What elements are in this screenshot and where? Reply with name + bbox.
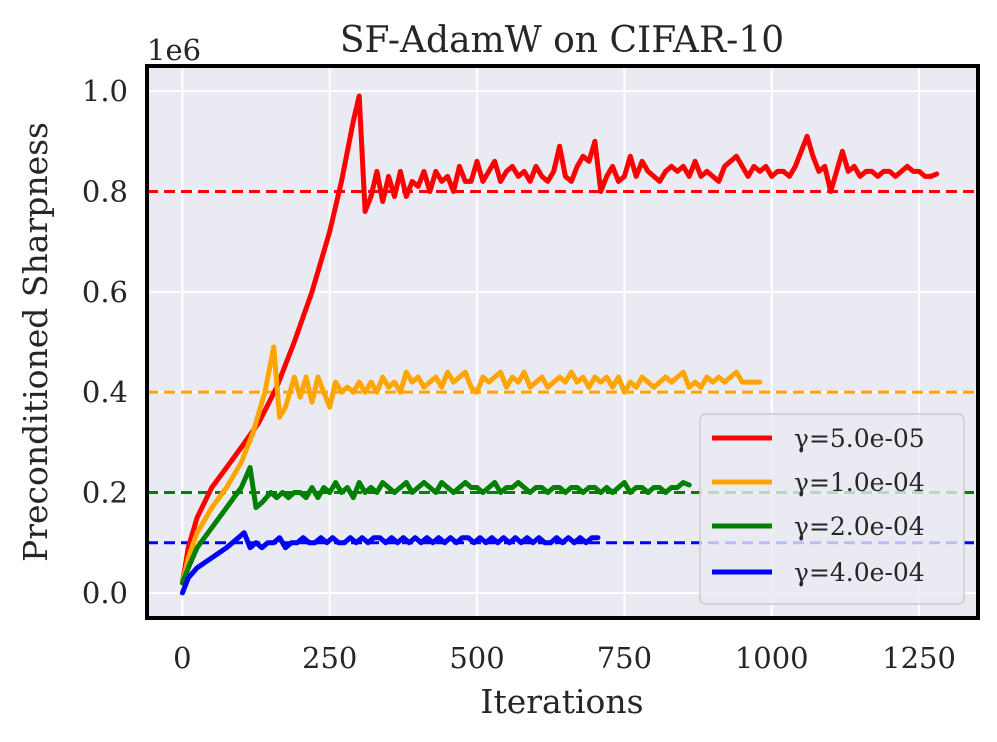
y-axis-title: Preconditioned Sharpness <box>16 122 55 562</box>
y-tick-labels: 0.0 0.2 0.4 0.6 0.8 1.0 <box>82 74 128 610</box>
y-tick-label: 0.6 <box>82 275 128 309</box>
series-line <box>179 530 601 596</box>
y-tick-label: 0.2 <box>82 476 128 510</box>
y-offset-label: 1e6 <box>147 33 201 67</box>
legend: γ=5.0e-05 γ=1.0e-04 γ=2.0e-04 γ=4.0e-04 <box>699 413 965 605</box>
x-tick-label: 0 <box>173 641 191 675</box>
legend-box <box>699 413 965 605</box>
y-tick-label: 0.0 <box>82 576 128 610</box>
legend-label-blue: γ=4.0e-04 <box>794 558 925 587</box>
x-tick-label: 750 <box>597 641 652 675</box>
series-line <box>179 344 763 586</box>
y-tick-label: 0.8 <box>82 174 128 208</box>
series-line <box>179 93 940 586</box>
axes-frame <box>145 64 980 620</box>
series-lines <box>179 93 940 596</box>
legend-label-orange: γ=1.0e-04 <box>794 468 925 497</box>
chart-title: SF-AdamW on CIFAR-10 <box>340 20 784 61</box>
x-tick-label: 500 <box>449 641 504 675</box>
x-tick-labels: 0 250 500 750 1000 1250 <box>173 641 956 675</box>
series-line <box>179 465 692 586</box>
x-tick-label: 1000 <box>735 641 809 675</box>
legend-label-green: γ=2.0e-04 <box>794 512 925 541</box>
x-tick-label: 1250 <box>882 641 956 675</box>
y-tick-label: 0.4 <box>82 375 128 409</box>
x-axis-title: Iterations <box>480 682 643 721</box>
legend-label-red: γ=5.0e-05 <box>794 424 925 453</box>
y-tick-label: 1.0 <box>82 74 128 108</box>
x-tick-label: 250 <box>302 641 357 675</box>
